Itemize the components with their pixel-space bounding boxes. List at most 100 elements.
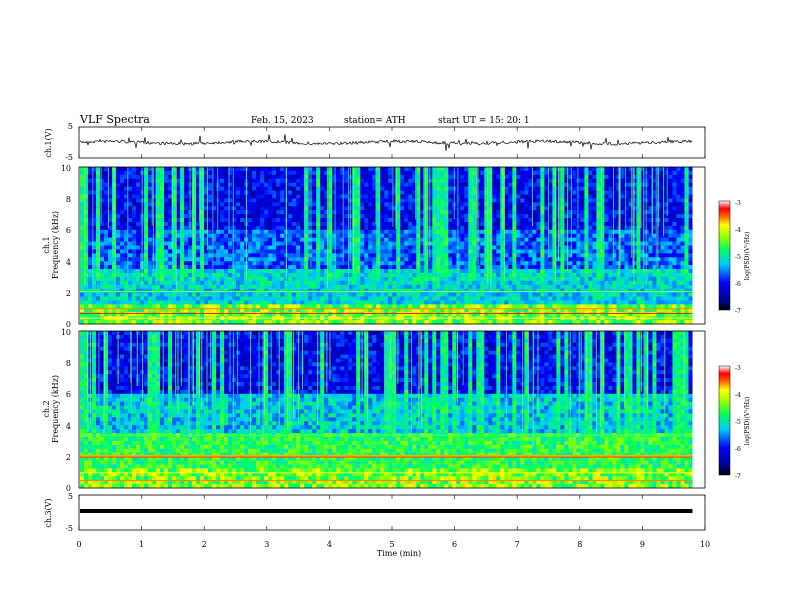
spectrogram-cell [516,257,521,262]
spectrogram-cell [516,218,521,223]
spectrogram-cell [104,241,109,246]
spectrogram-cell [436,292,441,297]
spectrogram-cell [456,269,461,274]
spectrogram-cell [176,237,181,242]
spectrogram-cell [376,276,381,282]
spectrogram-cell [504,308,509,313]
spectrogram-cell [120,167,125,172]
spectrogram-cell [392,167,397,172]
spectrogram-cell [160,225,165,231]
spectrogram-cell [440,202,445,207]
spectrogram-cell [308,253,313,258]
spectrogram-cell [392,308,397,313]
spectrogram-cell [88,300,93,305]
spectrogram-cell [440,190,445,195]
spectrogram-cell [184,284,189,290]
spectrogram-cell [464,304,469,309]
spectrogram-cell [332,237,337,242]
spectrogram-cell [476,272,481,278]
spectrogram-cell [148,174,153,180]
spectrogram-cell [576,261,581,266]
spectrogram-cell [220,221,225,227]
spectrogram-cell [152,233,157,239]
spectrogram-cell [260,170,265,176]
spectrogram-cell [572,276,577,282]
spectrogram-cell [404,245,409,250]
spectrogram-cell [560,288,565,294]
spectrogram-cell [564,202,569,207]
spectrogram-cell [420,265,425,270]
spectrogram-cell [472,214,477,219]
spectrogram-cell [228,249,233,254]
spectrogram-cell [168,269,173,274]
spectrogram-cell [524,308,529,313]
spectrogram-cell [172,170,177,176]
spectrogram-cell [308,202,313,207]
spectrogram-cell [356,261,361,266]
spectrogram-cell [432,194,437,199]
spectrogram-cell [412,206,417,211]
spectrogram-cell [208,300,213,305]
spectrogram-cell [184,308,189,313]
spectrogram-cell [240,261,245,266]
spectrogram-cell [92,202,97,207]
spectrogram-cell [432,284,437,290]
spectrogram-cell [288,245,293,250]
spectrogram-cell [276,253,281,258]
spectrogram-cell [176,304,181,309]
spectrogram-cell [184,276,189,282]
spectrogram-cell [320,261,325,266]
spectrogram-cell [252,284,257,290]
spectrogram-cell [456,194,461,199]
spectrogram-cell [388,296,393,301]
spectrogram-cell [288,174,293,180]
spectrogram-cell [472,198,477,203]
spectrogram-cell [448,276,453,282]
spectrogram-cell [440,241,445,246]
spectrogram-cell [428,304,433,309]
spectrogram-cell [532,174,537,180]
spectrogram-cell [184,253,189,258]
spectrogram-cell [400,178,405,184]
spectrogram-cell [468,210,473,215]
spectrogram-cell [552,308,557,313]
spectrogram-cell [224,178,229,184]
spectrogram-cell [176,167,181,172]
spectrogram-cell [196,257,201,262]
spectrogram-cell [128,202,133,207]
spectrogram-cell [144,249,149,254]
spectrogram-cell [460,190,465,195]
spectrogram-cell [232,284,237,290]
spectrogram-cell [316,214,321,219]
spectrogram-cell [416,178,421,184]
spectrogram-cell [172,241,177,246]
spectrogram-cell [568,229,573,235]
spectrogram-cell [216,229,221,235]
spectrogram-cell [80,308,85,313]
spectrogram-cell [572,284,577,290]
spectrogram-cell [104,182,109,188]
spectrogram-cell [224,194,229,199]
spectrogram-cell [92,237,97,242]
spectrogram-cell [276,178,281,184]
spectrogram-cell [164,214,169,219]
spectrogram-cell [84,300,89,305]
spectrogram-cell [316,261,321,266]
spectrogram-cell [192,276,197,282]
spectrogram-cell [112,308,117,313]
spectrogram-cell [392,276,397,282]
spectrogram-cell [220,272,225,278]
spectrogram-cell [172,178,177,184]
spectrogram-cell [152,206,157,211]
spectrogram-cell [564,186,569,191]
spectrogram-cell [232,202,237,207]
spectrogram-cell [84,221,89,227]
spectrogram-cell [336,304,341,309]
spectrogram-cell [352,300,357,305]
spectrogram-cell [172,182,177,188]
spectrogram-cell [184,300,189,305]
spectrogram-cell [548,210,553,215]
spectrogram-cell [312,304,317,309]
spectrogram-cell [248,225,253,231]
spectrogram-cell [228,292,233,297]
